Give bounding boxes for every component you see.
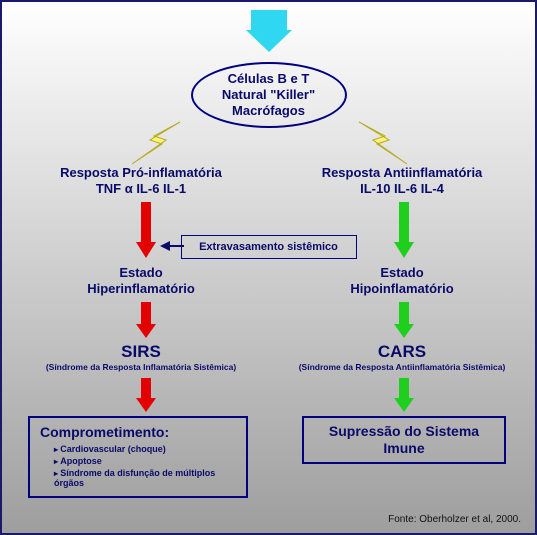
ellipse-line1: Células B e T [228, 71, 310, 87]
left-acronym-block: SIRS (Síndrome da Resposta Inflamatória … [26, 342, 256, 372]
ellipse-line3: Macrófagos [232, 103, 305, 119]
outcome-left-box: Comprometimento: Cardiovascular (choque)… [28, 416, 248, 498]
diagram-frame: Células B e T Natural "Killer" Macrófago… [0, 0, 537, 535]
extravasation-arrow-icon [160, 239, 184, 258]
arrow-left-3 [134, 378, 158, 417]
source-text: Fonte: Oberholzer et al, 2000. [388, 514, 521, 525]
cars-label: CARS [287, 342, 517, 362]
left-resp-title: Resposta Pró-inflamatória [26, 165, 256, 181]
left-state: Estado Hiperinflamatório [26, 265, 256, 298]
sirs-desc: (Síndrome da Resposta Inflamatória Sistê… [26, 362, 256, 372]
right-state-2: Hipoinflamatório [287, 281, 517, 297]
list-item: Apoptose [54, 456, 236, 466]
outcome-right-text: Supressão do Sistema Imune [314, 423, 494, 457]
arrow-left-2 [134, 302, 158, 343]
right-cytokines: IL-10 IL-6 IL-4 [287, 181, 517, 197]
cells-ellipse: Células B e T Natural "Killer" Macrófago… [191, 62, 347, 128]
cars-desc: (Síndrome da Resposta Antiinflamatória S… [287, 362, 517, 372]
right-state: Estado Hipoinflamatório [287, 265, 517, 298]
arrow-right-2 [392, 302, 416, 343]
extravasation-label: Extravasamento sistêmico [199, 241, 338, 253]
extravasation-box: Extravasamento sistêmico [181, 235, 357, 259]
right-state-1: Estado [287, 265, 517, 281]
trigger-icon [240, 8, 298, 61]
left-cytokines: TNF α IL-6 IL-1 [26, 181, 256, 197]
left-response-header: Resposta Pró-inflamatória TNF α IL-6 IL-… [26, 165, 256, 198]
list-item: Cardiovascular (choque) [54, 444, 236, 454]
outcome-left-list: Cardiovascular (choque) Apoptose Síndrom… [40, 444, 236, 488]
outcome-right-box: Supressão do Sistema Imune [302, 416, 506, 464]
trigger-body [251, 10, 287, 30]
right-response-header: Resposta Antiinflamatória IL-10 IL-6 IL-… [287, 165, 517, 198]
trigger-tip [246, 30, 292, 52]
right-resp-title: Resposta Antiinflamatória [287, 165, 517, 181]
left-state-1: Estado [26, 265, 256, 281]
sirs-label: SIRS [26, 342, 256, 362]
right-acronym-block: CARS (Síndrome da Resposta Antiinflamató… [287, 342, 517, 372]
outcome-left-title: Comprometimento: [40, 424, 236, 440]
arrow-left-1 [134, 202, 158, 263]
list-item: Síndrome da disfunção de múltiplos órgão… [54, 468, 236, 488]
left-state-2: Hiperinflamatório [26, 281, 256, 297]
arrow-right-3 [392, 378, 416, 417]
ellipse-line2: Natural "Killer" [222, 87, 315, 103]
arrow-right-1 [392, 202, 416, 263]
